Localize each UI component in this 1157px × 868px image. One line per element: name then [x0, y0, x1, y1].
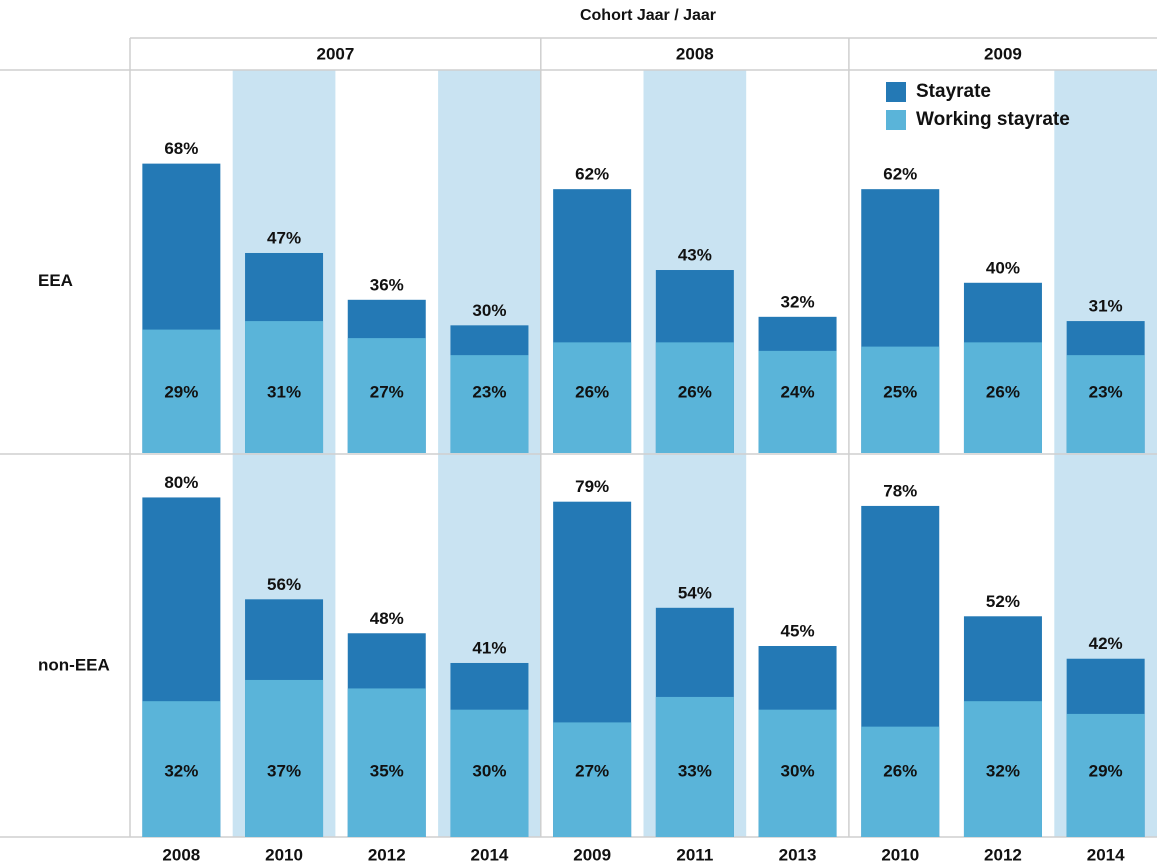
value-label: 32%: [781, 292, 815, 311]
x-tick-label: 2014: [471, 845, 509, 864]
value-label: 32%: [986, 761, 1020, 780]
value-label: 26%: [678, 382, 712, 401]
x-tick-label: 2013: [779, 845, 817, 864]
value-label: 31%: [1089, 297, 1123, 316]
value-label: 30%: [472, 301, 506, 320]
x-tick-label: 2009: [573, 845, 611, 864]
value-label: 29%: [1089, 761, 1123, 780]
value-label: 25%: [883, 382, 917, 401]
value-label: 40%: [986, 258, 1020, 277]
bar: [142, 329, 221, 453]
value-label: 36%: [370, 275, 404, 294]
bar: [655, 342, 734, 453]
legend-label: Working stayrate: [916, 109, 1070, 130]
value-label: 30%: [781, 761, 815, 780]
bar: [245, 321, 324, 453]
value-label: 48%: [370, 609, 404, 628]
bar: [347, 688, 426, 837]
value-label: 62%: [575, 165, 609, 184]
bar: [861, 726, 940, 837]
value-label: 27%: [370, 382, 404, 401]
value-label: 24%: [781, 382, 815, 401]
value-label: 29%: [164, 382, 198, 401]
value-label: 43%: [678, 245, 712, 264]
value-label: 35%: [370, 761, 404, 780]
value-label: 37%: [267, 761, 301, 780]
value-label: 23%: [1089, 382, 1123, 401]
bar: [347, 338, 426, 453]
bar: [655, 696, 734, 837]
value-label: 26%: [883, 761, 917, 780]
bar: [758, 709, 837, 837]
value-label: 30%: [472, 761, 506, 780]
value-label: 79%: [575, 477, 609, 496]
x-tick-label: 2010: [881, 845, 919, 864]
bar: [861, 346, 940, 453]
bar: [963, 342, 1042, 453]
value-label: 80%: [164, 473, 198, 492]
bar: [553, 722, 632, 837]
value-label: 41%: [472, 638, 506, 657]
value-label: 68%: [164, 139, 198, 158]
legend-swatch: [886, 110, 906, 130]
value-label: 27%: [575, 761, 609, 780]
group-label: 2008: [676, 44, 714, 63]
x-tick-label: 2011: [676, 845, 713, 864]
bar: [245, 679, 324, 837]
bar: [142, 701, 221, 837]
value-label: 32%: [164, 761, 198, 780]
value-label: 47%: [267, 228, 301, 247]
legend-label: Stayrate: [916, 81, 991, 102]
value-label: 78%: [883, 481, 917, 500]
value-label: 23%: [472, 382, 506, 401]
bar: [450, 355, 529, 453]
group-label: 2007: [316, 44, 354, 63]
bar: [1066, 713, 1145, 837]
x-tick-label: 2014: [1087, 845, 1125, 864]
row-label: EEA: [38, 271, 73, 290]
bar: [450, 709, 529, 837]
value-label: 54%: [678, 583, 712, 602]
group-label: 2009: [984, 44, 1022, 63]
bar: [758, 350, 837, 453]
value-label: 31%: [267, 382, 301, 401]
legend-swatch: [886, 82, 906, 102]
bar: [963, 701, 1042, 837]
value-label: 45%: [781, 621, 815, 640]
bar: [553, 342, 632, 453]
bar: [1066, 355, 1145, 453]
value-label: 52%: [986, 592, 1020, 611]
x-tick-label: 2010: [265, 845, 303, 864]
value-label: 42%: [1089, 634, 1123, 653]
row-label: non-EEA: [38, 655, 110, 674]
value-label: 26%: [575, 382, 609, 401]
value-label: 56%: [267, 575, 301, 594]
value-label: 33%: [678, 761, 712, 780]
x-tick-label: 2008: [162, 845, 200, 864]
x-tick-label: 2012: [984, 845, 1022, 864]
value-label: 26%: [986, 382, 1020, 401]
x-tick-label: 2012: [368, 845, 406, 864]
chart-title: Cohort Jaar / Jaar: [580, 7, 716, 24]
value-label: 62%: [883, 165, 917, 184]
